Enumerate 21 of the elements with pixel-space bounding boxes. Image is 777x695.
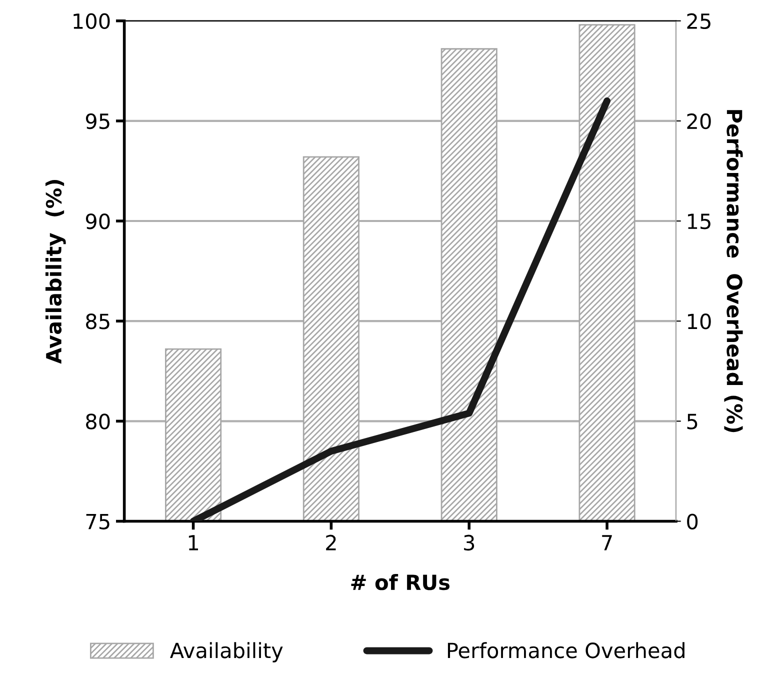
y2-tick-label: 0 [687,514,698,530]
y-tick-label: 100 [74,13,110,30]
x-tick-label: 7 [602,535,612,550]
x-tick-label: 2 [326,534,336,550]
y2-axis-title: Performance Overhead (%) [724,110,743,432]
y-axis-title: Availability (%) [45,180,66,364]
y2-tick-label: 25 [687,13,710,30]
y-tick-label: 85 [86,314,110,330]
x-axis-title: # of RUs [351,574,450,590]
y-tick-label: 75 [86,514,110,530]
y2-tick-label: 15 [688,214,710,230]
legend-label: Availability [170,642,283,662]
y2-tick-label: 10 [688,314,711,330]
y2-tick-label: 5 [687,414,698,430]
legend-label: Performance Overhead [448,642,684,658]
x-tick-label: 3 [464,534,474,551]
y-tick-label: 95 [86,113,110,130]
y-tick-label: 80 [86,414,110,430]
y2-tick-label: 20 [687,113,711,130]
y-tick-label: 90 [86,213,110,230]
x-tick-label: 1 [188,535,198,550]
